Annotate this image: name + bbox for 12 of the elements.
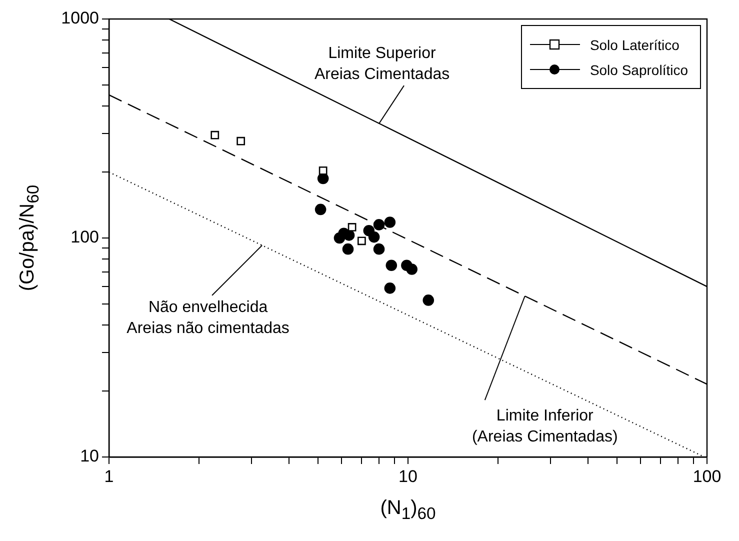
annotation: Não envelhecida Areias não cimentadas (126, 298, 290, 337)
annotation: Limite Superior Areias Cimentadas (314, 44, 450, 83)
x-tick-label: 10 (398, 466, 418, 486)
x-tick-label: 100 (692, 466, 722, 486)
x-axis-title: (N$_{1}$)$_{60}$ (379, 497, 437, 524)
legend-label: Solo Saprolítico (590, 62, 688, 78)
x-tick-label: 1 (104, 466, 114, 486)
annotation: Limite Inferior (Areias Cimentadas) (472, 407, 618, 446)
y-tick-label: 1000 (61, 8, 99, 28)
legend-label: Solo Laterítico (590, 36, 680, 52)
y-tick-label: 100 (70, 228, 99, 247)
y-tick-label: 10 (80, 446, 99, 466)
